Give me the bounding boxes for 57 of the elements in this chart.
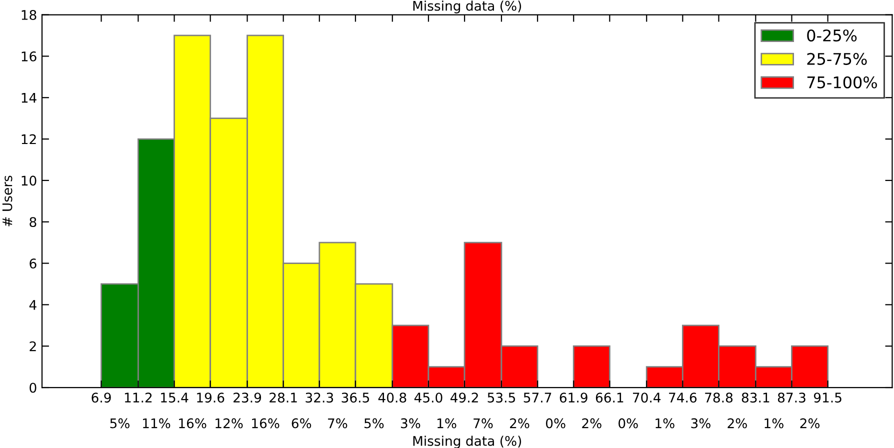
x-tick-label: 57.7 <box>524 392 552 403</box>
legend-label: 0-25% <box>807 29 857 42</box>
y-tick-label: 0 <box>30 382 36 393</box>
text: 2% <box>582 418 602 428</box>
x-tick-label: 40.8 <box>378 392 406 403</box>
text: 2% <box>510 418 530 428</box>
text: 0% <box>618 418 638 428</box>
text: 2% <box>800 418 820 428</box>
x-tick-label: 19.6 <box>197 392 224 403</box>
x-tick-label: 28.1 <box>270 392 297 403</box>
x-tick-label: 15.4 <box>161 392 188 403</box>
text: 16% <box>252 418 280 428</box>
y-tick-label: 2 <box>30 341 36 352</box>
x-axis-title: Missing data (%) <box>413 436 522 448</box>
x-tick-label: 83.1 <box>742 392 770 403</box>
x-tick-label: 87.3 <box>778 392 806 403</box>
text: 5% <box>110 418 130 428</box>
chart-title: Missing data (%) <box>413 0 522 14</box>
x-tick-label: 66.1 <box>596 392 624 403</box>
x-tick-label: 6.9 <box>92 392 111 403</box>
x-tick-label: 45.0 <box>414 392 442 403</box>
y-tick-label: 4 <box>29 300 36 310</box>
x-tick-label: 32.3 <box>306 392 334 403</box>
x-tick-label: 11.2 <box>124 392 152 402</box>
x-tick-label: 70.4 <box>632 392 661 403</box>
text: 7% <box>474 418 493 428</box>
text: 0% <box>546 418 566 428</box>
x-tick-label: 36.5 <box>342 392 370 403</box>
y-tick-label: 6 <box>30 258 36 268</box>
y-tick-label: 14 <box>22 93 36 103</box>
text: 7% <box>328 418 348 428</box>
y-axis-title: # Users <box>2 176 12 226</box>
y-tick-label: 16 <box>22 51 36 62</box>
x-tick-label: 74.6 <box>669 392 697 403</box>
text: 16% <box>179 418 206 428</box>
y-tick-label: 18 <box>22 10 36 20</box>
text: 1% <box>437 418 456 428</box>
x-tick-label: 49.2 <box>450 392 478 403</box>
text: 2% <box>728 418 747 428</box>
x-tick-label: 23.9 <box>234 392 262 403</box>
text: 6% <box>292 418 312 428</box>
legend-label: 75-100% <box>807 76 877 88</box>
text: 11% <box>143 418 170 428</box>
x-tick-label: 91.5 <box>814 392 842 403</box>
y-tick-label: 12 <box>22 134 36 144</box>
text: 5% <box>364 418 384 428</box>
y-tick-label: 10 <box>22 176 36 186</box>
legend-label: 25-75% <box>807 52 867 65</box>
text: 3% <box>400 418 420 428</box>
text: 1% <box>656 418 674 428</box>
x-tick-label: 61.9 <box>560 392 588 403</box>
text: 3% <box>691 418 710 428</box>
y-tick-label: 8 <box>30 217 36 228</box>
text: 1% <box>764 418 784 428</box>
x-tick-label: 78.8 <box>705 392 733 403</box>
x-tick-label: 53.5 <box>488 392 516 403</box>
text: 12% <box>216 418 243 428</box>
